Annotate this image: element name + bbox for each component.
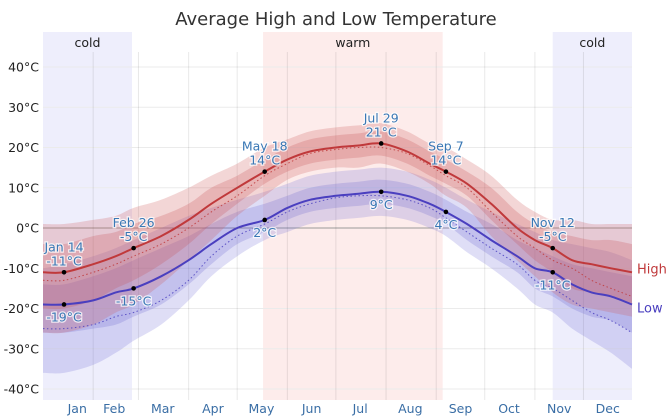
annotation-value: 9°C — [370, 197, 393, 212]
x-tick-label: Dec — [596, 401, 620, 416]
annotation-date: Feb 26 — [113, 215, 155, 230]
season-band-cold — [552, 32, 632, 400]
annotation-value: -11°C — [46, 253, 82, 268]
annotation-marker — [550, 269, 556, 275]
x-axis: Jan Feb Mar Apr May Jun Jul Aug Sep Oct Nov Dec — [67, 401, 620, 416]
y-tick-label: -40°C — [4, 382, 40, 397]
annotation-marker — [61, 302, 67, 307]
annotation-value: 4°C — [434, 217, 457, 232]
low-mean-line — [42, 190, 633, 306]
annotation-marker — [262, 217, 267, 223]
annotation-date: Nov 12 — [531, 215, 575, 230]
annotation-value: -19°C — [46, 309, 82, 324]
annotation-date: Jul 29 — [363, 110, 399, 125]
annotation-marker — [131, 245, 136, 251]
annotation-value: 14°C — [430, 153, 461, 168]
low-p25-p75-area — [43, 179, 632, 333]
annotation-marker — [131, 286, 136, 291]
annotation-value: 2°C — [253, 225, 276, 240]
season-band-warm — [263, 32, 443, 400]
annotation-date: Jan 14 — [43, 239, 83, 254]
y-tick-label: 20°C — [8, 140, 39, 155]
annotation-value: -11°C — [535, 277, 571, 292]
y-tick-label: -20°C — [4, 301, 40, 316]
x-tick-label: Aug — [398, 401, 422, 416]
x-tick-label: Apr — [202, 401, 224, 416]
annotation-date: May 18 — [242, 139, 288, 154]
x-tick-label: Mar — [151, 401, 175, 416]
high-dotted-line — [42, 146, 633, 297]
season-band-cold — [43, 32, 132, 400]
season-band-label: cold — [75, 35, 101, 50]
y-tick-label: 10°C — [8, 180, 39, 195]
annotation-marker — [61, 269, 67, 275]
y-tick-label: -30°C — [4, 341, 40, 356]
legend: High Low — [637, 262, 667, 316]
annotation-marker — [443, 169, 449, 174]
y-tick-label: 40°C — [8, 60, 39, 75]
chart-title: Average High and Low Temperature — [175, 9, 497, 30]
annotation-marker — [262, 169, 267, 174]
x-tick-label: Jun — [301, 401, 322, 416]
y-tick-label: 0°C — [16, 221, 39, 236]
x-tick-label: Oct — [498, 401, 520, 416]
annotation-value: 21°C — [366, 124, 397, 139]
annotation-value: -5°C — [539, 229, 567, 244]
y-tick-label: 30°C — [8, 100, 39, 115]
y-axis: 40°C 30°C 20°C 10°C 0°C -10°C -20°C -30°C -40°C — [4, 60, 40, 397]
low-dotted-line — [42, 194, 633, 334]
x-tick-label: Feb — [103, 401, 125, 416]
y-tick-label: -10°C — [4, 261, 40, 276]
x-tick-label: Jul — [352, 401, 368, 416]
x-tick-label: Sep — [449, 401, 473, 416]
x-tick-label: Nov — [547, 401, 572, 416]
annotation-marker — [378, 141, 384, 146]
high-mean-line — [42, 142, 633, 274]
x-tick-label: May — [249, 401, 275, 416]
annotation-marker — [378, 189, 384, 195]
season-band-label: warm — [335, 35, 370, 50]
annotation-value: -5°C — [120, 229, 148, 244]
high-p10-p90-area — [43, 123, 632, 334]
annotation-marker — [443, 209, 449, 215]
season-bands: cold warm cold — [43, 32, 632, 400]
high-p25-p75-area — [43, 131, 632, 310]
annotation-value: -15°C — [116, 293, 152, 308]
legend-high: High — [637, 262, 667, 277]
season-band-label: cold — [579, 35, 605, 50]
series-lines — [42, 142, 633, 334]
annotation-date: Sep 7 — [428, 139, 464, 154]
annotation-value: 14°C — [249, 153, 280, 168]
annotation-marker — [550, 245, 556, 251]
legend-low: Low — [637, 301, 663, 316]
x-tick-label: Jan — [67, 401, 87, 416]
